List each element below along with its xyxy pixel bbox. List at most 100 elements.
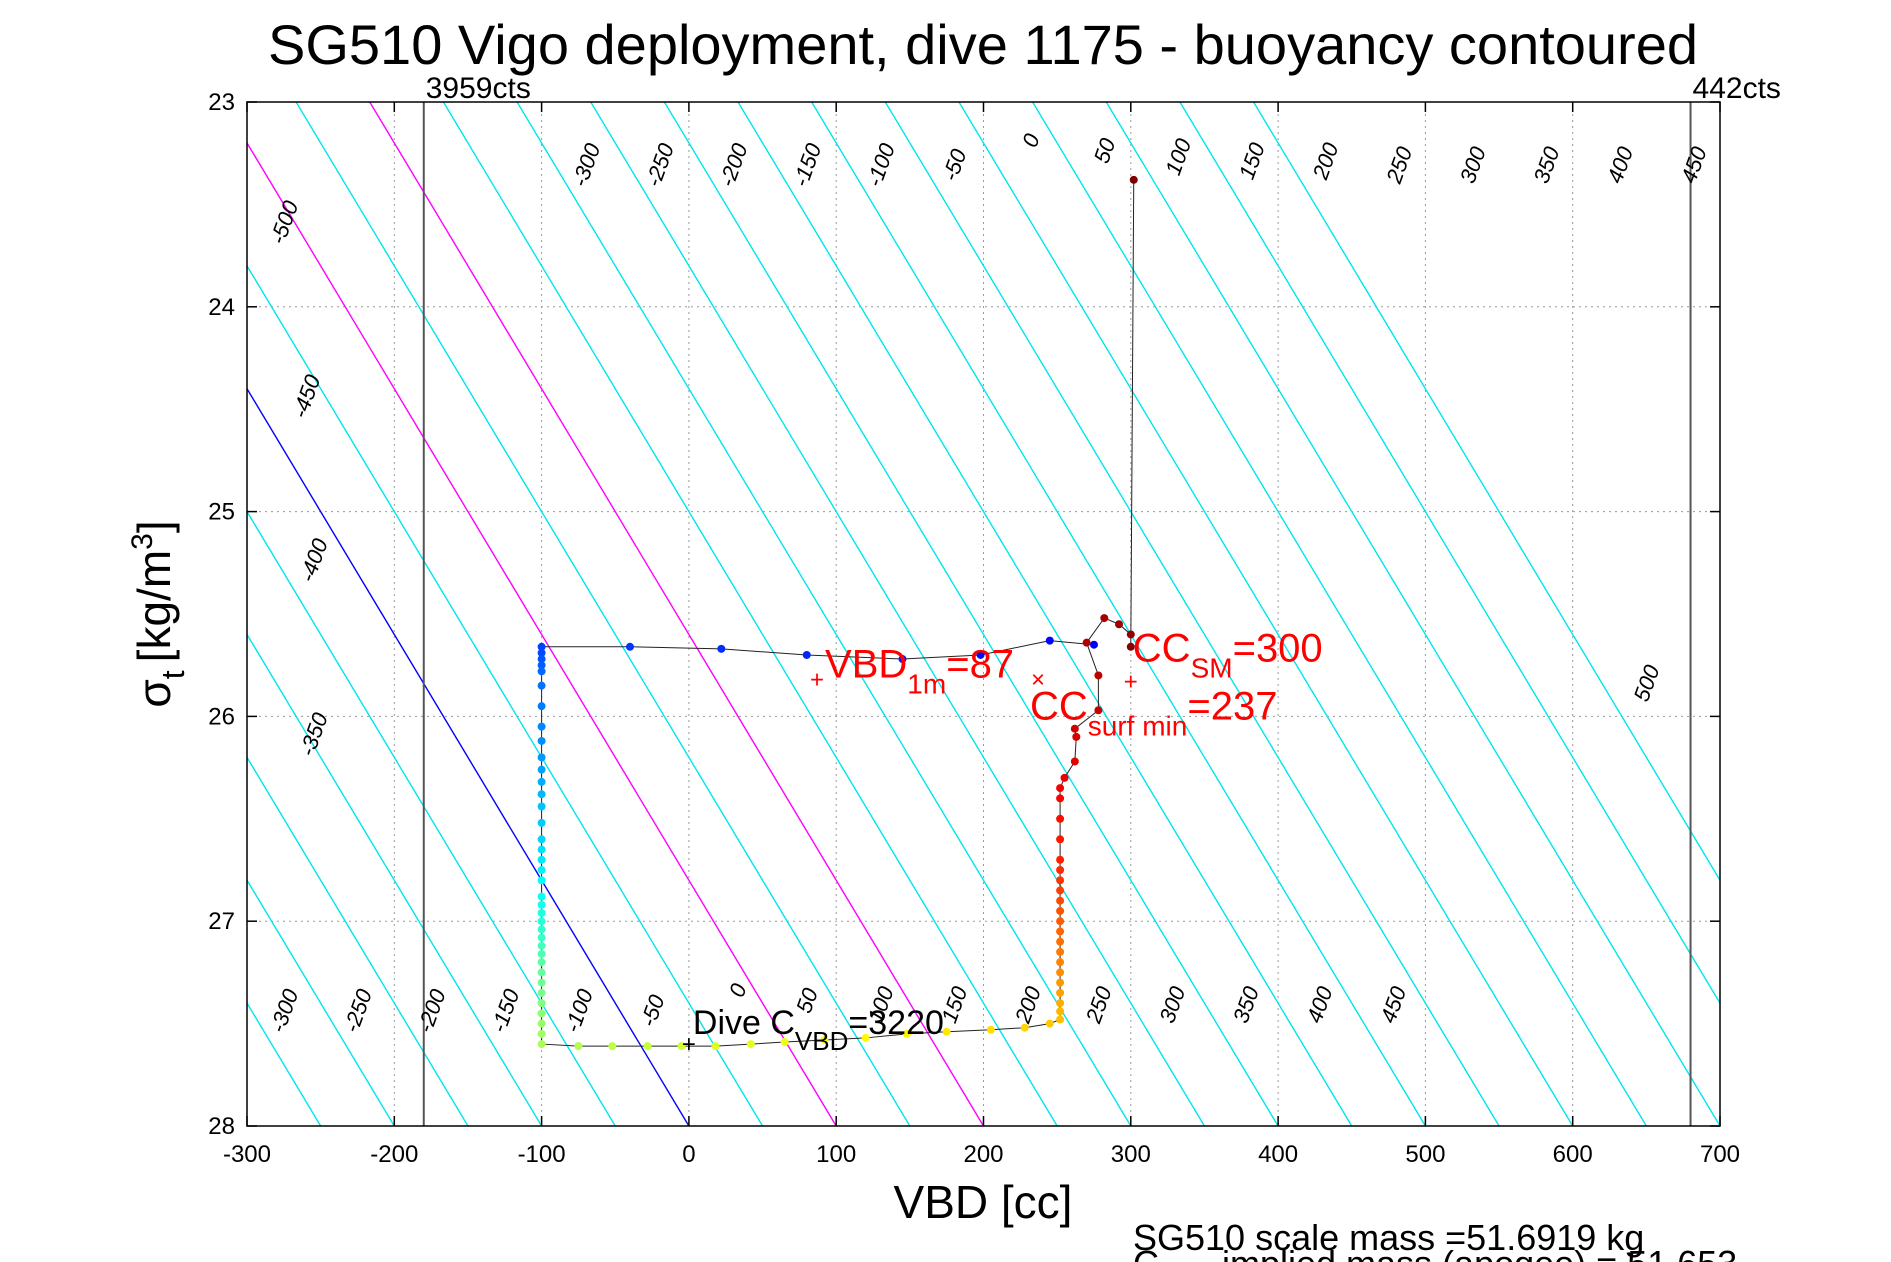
y-axis-label-sub: t [155, 670, 191, 679]
annotation-sub: surf min [1088, 711, 1188, 742]
contour-line [247, 387, 690, 1126]
track-point [1056, 958, 1065, 967]
x-tick-label: 600 [1553, 1141, 1593, 1168]
track-point [746, 1040, 755, 1049]
track-point [537, 1040, 546, 1049]
track-point [902, 1029, 911, 1038]
contour-label: -100 [861, 139, 900, 190]
track-point [537, 661, 546, 670]
contour-line [811, 102, 1427, 1126]
contour-line [247, 755, 469, 1126]
annotation-name: CC [1030, 685, 1088, 729]
y-tick-label: 26 [208, 703, 235, 730]
contour-label: 300 [1154, 982, 1190, 1026]
contour-label: 200 [1307, 139, 1344, 184]
x-tick-label: 500 [1405, 1141, 1445, 1168]
track-point [1056, 866, 1065, 874]
track-point [1056, 835, 1065, 844]
track-point [537, 866, 546, 874]
annotation-marker: + [1124, 669, 1138, 696]
track-point [1056, 937, 1065, 946]
x-tick-label: -300 [223, 1141, 271, 1168]
contour-label: -250 [640, 139, 679, 190]
contour-line [1031, 102, 1647, 1126]
contour-label: 500 [1629, 661, 1665, 705]
annotation-sub: 1m [907, 669, 946, 700]
track-point [537, 845, 546, 854]
track-point [537, 802, 546, 811]
track-point [537, 765, 546, 774]
x-tick-label: -100 [518, 1141, 566, 1168]
annotation-name: Dive C [693, 1004, 795, 1042]
track-point [1045, 636, 1054, 645]
track-point [1129, 175, 1138, 184]
track-point [898, 655, 907, 664]
track-point [537, 925, 546, 934]
contour-line [442, 102, 1058, 1126]
contour-label: 400 [1602, 143, 1638, 187]
y-tick-label: 28 [208, 1113, 235, 1140]
annotation-name: VBD [825, 643, 907, 687]
track-point [537, 835, 546, 844]
x-tick-label: 400 [1258, 1141, 1298, 1168]
contour-label: 50 [791, 984, 823, 1016]
track-point [574, 1042, 583, 1051]
footer-line-3: implied mass (apogee) = 51.653 [1222, 1243, 1737, 1262]
annotation-value: =3220 [848, 1004, 944, 1042]
track-point [1072, 732, 1081, 741]
annotation-sub: VBD [795, 1026, 848, 1056]
contour-label: 350 [1528, 143, 1564, 187]
y-tick-label: 25 [208, 499, 235, 526]
contour-line [1179, 102, 1720, 1005]
annotation-name: CC [1133, 627, 1191, 671]
contour-label: 200 [1010, 982, 1047, 1027]
track-point [537, 722, 546, 731]
track-point [1082, 638, 1091, 647]
contour-label: -150 [788, 139, 827, 190]
track-point [625, 642, 634, 651]
chart-title: SG510 Vigo deployment, dive 1175 - buoya… [268, 13, 1698, 76]
track-point [537, 753, 546, 762]
annotation-value: =237 [1187, 685, 1277, 729]
contour-label: 350 [1228, 982, 1264, 1026]
x-tick-label: 200 [963, 1141, 1003, 1168]
track-point [1045, 1019, 1054, 1028]
y-axis-label-close: ] [128, 520, 180, 533]
contour-label: 250 [1381, 143, 1418, 188]
track-point [537, 818, 546, 827]
track-point [1126, 642, 1135, 651]
x-tick-label: 300 [1111, 1141, 1151, 1168]
grid-lines [246, 101, 1721, 1127]
track-point [537, 1029, 546, 1038]
track-point [537, 681, 546, 690]
contour-line [958, 102, 1574, 1126]
contour-line [295, 102, 911, 1126]
y-tick-label: 24 [208, 294, 235, 321]
annotation-marker: + [682, 1031, 696, 1058]
track-point [1020, 1023, 1029, 1032]
annotation-label: CCSM=300 [1133, 627, 1323, 684]
contour-line [0, 102, 100, 1126]
annotations: + VBD1m=87 +CCSM=300×CCsurf min=237+Dive C… [682, 627, 1323, 1058]
track-point [537, 900, 546, 909]
track-point [1070, 757, 1079, 766]
contour-line [663, 102, 1279, 1126]
track-point [537, 736, 546, 745]
x-tick-label: 700 [1700, 1141, 1740, 1168]
contour-label: 0 [724, 980, 752, 1001]
annotation-value: =87 [946, 643, 1014, 687]
track-point [1100, 614, 1109, 623]
contour-label: 450 [1375, 982, 1411, 1026]
track-point [537, 855, 546, 864]
track-point [608, 1042, 617, 1051]
track-point [942, 1027, 951, 1036]
contour-line [1105, 102, 1720, 1126]
contour-line [884, 102, 1500, 1126]
track-point [820, 1035, 829, 1044]
contour-label: -50 [937, 145, 972, 184]
y-tick-label: 23 [208, 89, 235, 116]
track-point [711, 1042, 720, 1051]
contour-label: 400 [1302, 982, 1338, 1026]
footer-line-1: SG510 scale mass =51.6919 kg [1133, 1217, 1644, 1258]
contour-line [516, 102, 1132, 1126]
